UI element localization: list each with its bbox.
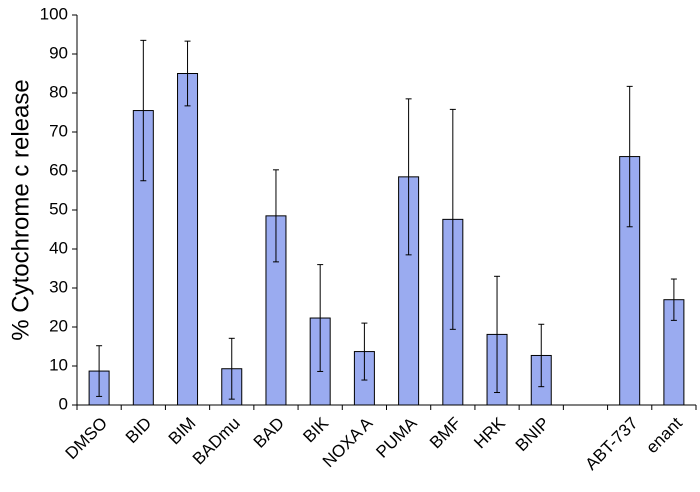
y-tick-label: 70 [49,121,68,140]
error-bar [626,85,633,228]
x-tick-label: enant [642,413,686,457]
error-bar [449,108,456,330]
error-bar [184,40,191,107]
x-tick-label: BADmu [189,414,244,469]
error-bar [96,345,103,397]
y-tick-label: 10 [49,355,68,374]
y-tick-label: 80 [49,82,68,101]
error-bar [361,322,368,381]
x-tick-label: NOXA A [319,413,377,471]
y-tick-label: 100 [40,4,68,23]
x-tick-label: ABT-737 [581,414,641,474]
error-bar [405,98,412,256]
x-tick-label: BMF [426,414,465,453]
y-tick-label: 20 [49,316,68,335]
x-tick-label: BNIP [512,414,553,455]
y-tick-label: 0 [59,394,68,413]
y-tick-label: 60 [49,160,68,179]
error-bar [317,264,324,372]
x-tick-label: HRK [470,413,509,452]
y-tick-label: 30 [49,277,68,296]
x-tick-label: PUMA [372,413,421,462]
x-tick-label: DMSO [62,414,111,463]
y-tick-label: 50 [49,199,68,218]
x-tick-label: BAD [250,414,288,452]
y-tick-label: 90 [49,43,68,62]
error-bar [272,169,279,263]
error-bar [140,39,147,182]
y-axis-label: % Cytochrome c release [7,79,34,340]
x-tick-label: BIM [165,414,200,449]
y-tick-label: 40 [49,238,68,257]
error-bar [538,323,545,388]
bar [177,73,199,406]
x-tick-label: BID [122,414,155,447]
error-bar [494,275,501,394]
error-bar [228,337,235,400]
x-tick-label: BIK [299,413,332,446]
error-bar [670,278,677,321]
